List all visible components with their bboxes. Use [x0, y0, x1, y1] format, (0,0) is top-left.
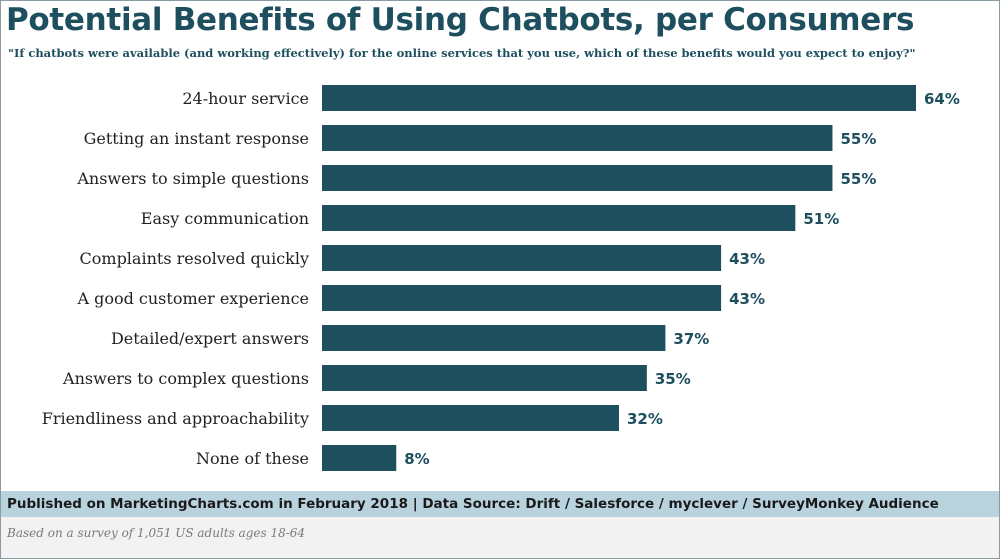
value-label: 43% — [729, 290, 765, 308]
chart-subtitle: "If chatbots were available (and working… — [8, 46, 916, 60]
value-label: 64% — [924, 90, 960, 108]
bar — [322, 165, 833, 191]
category-label: Answers to simple questions — [76, 169, 309, 188]
value-label: 35% — [655, 370, 691, 388]
value-label: 37% — [673, 330, 709, 348]
category-label: Detailed/expert answers — [111, 329, 309, 348]
source-text: Published on MarketingCharts.com in Febr… — [7, 496, 939, 512]
source-footer: Published on MarketingCharts.com in Febr… — [1, 491, 999, 517]
bar — [322, 205, 796, 231]
value-label: 55% — [840, 170, 876, 188]
category-label: Complaints resolved quickly — [80, 249, 309, 268]
category-label: A good customer experience — [76, 289, 309, 308]
survey-note-text: Based on a survey of 1,051 US adults age… — [7, 526, 306, 540]
chart-title: Potential Benefits of Using Chatbots, pe… — [6, 2, 915, 38]
bar — [322, 325, 666, 351]
bar — [322, 285, 722, 311]
value-label: 55% — [840, 130, 876, 148]
value-label: 43% — [729, 250, 765, 268]
survey-note: Based on a survey of 1,051 US adults age… — [1, 517, 999, 558]
category-label: Getting an instant response — [84, 129, 309, 148]
category-label: 24-hour service — [182, 89, 309, 108]
bar — [322, 365, 647, 391]
bar — [322, 125, 833, 151]
category-label: Friendliness and approachability — [42, 409, 309, 428]
category-label: Answers to complex questions — [62, 369, 309, 388]
value-label: 51% — [803, 210, 839, 228]
bar — [322, 245, 722, 271]
bar — [322, 405, 619, 431]
value-label: 32% — [627, 410, 663, 428]
value-label: 8% — [404, 450, 429, 468]
category-label: Easy communication — [141, 209, 309, 228]
bar — [322, 85, 916, 111]
category-label: None of these — [196, 449, 309, 468]
bar — [322, 445, 397, 471]
